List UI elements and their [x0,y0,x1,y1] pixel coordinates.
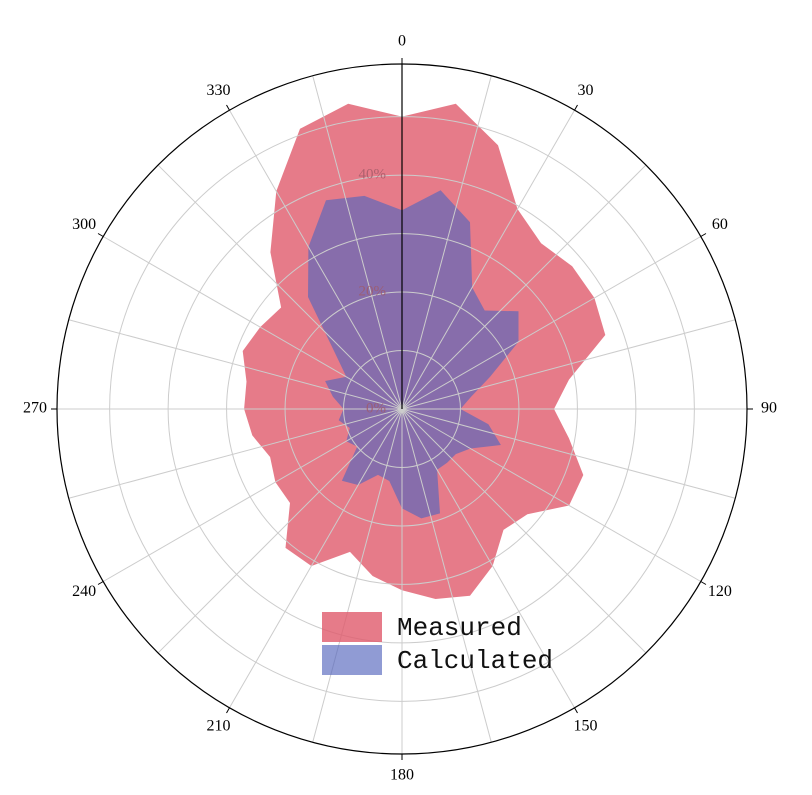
angle-tick [574,707,578,714]
grid-spoke [401,408,736,499]
grid-spoke [401,408,575,709]
angle-label: 30 [578,82,594,99]
angle-label: 90 [761,400,777,417]
angle-tick [97,233,104,237]
legend-label: Calculated [397,646,553,676]
grid-spoke [68,319,403,410]
grid-spoke [229,109,403,410]
angle-tick [700,581,707,585]
grid-spoke [229,408,403,709]
grid-spoke [401,319,736,410]
radial-tick-label: 20% [359,283,387,299]
angle-label: 300 [72,216,96,233]
grid-spoke [401,75,492,410]
grid-spoke [401,408,492,743]
angle-label: 270 [23,400,47,417]
grid-spoke [102,236,403,410]
grid-spoke [401,408,647,654]
radial-tick-label: 0% [366,400,386,416]
legend-swatch [322,645,382,675]
grid-spoke [157,164,403,410]
angle-label: 0 [398,33,406,50]
angle-tick [700,233,707,237]
radial-tick-label: 40% [359,167,387,183]
grid-spoke [312,408,403,743]
angle-label: 60 [712,216,728,233]
grid-spoke [401,109,575,410]
grid-spoke [68,408,403,499]
grid-spoke [312,75,403,410]
angle-label: 180 [390,767,414,784]
angle-label: 330 [207,82,231,99]
grid-spoke [157,408,403,654]
angle-label: 240 [72,583,96,600]
angle-tick [226,104,230,111]
angle-label: 120 [708,583,732,600]
grid-spoke [401,236,702,410]
angle-tick [226,707,230,714]
angle-label: 210 [207,718,231,735]
series-area [308,190,519,519]
grid-spoke [401,164,647,410]
grid-spoke [401,408,702,582]
legend-swatch [322,612,382,642]
legend-label: Measured [397,613,522,643]
angle-tick [97,581,104,585]
angle-label: 150 [574,718,598,735]
angle-tick [574,104,578,111]
grid-spoke [102,408,403,582]
